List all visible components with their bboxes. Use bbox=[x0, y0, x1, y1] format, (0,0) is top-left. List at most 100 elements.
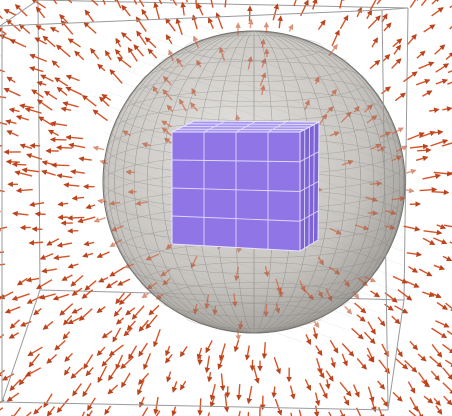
vector-arrow-icon bbox=[223, 393, 230, 413]
vector-arrow-icon bbox=[442, 255, 452, 262]
vector-arrow-icon bbox=[379, 131, 392, 138]
vector-arrow-icon bbox=[185, 0, 188, 3]
vector-arrow-icon bbox=[28, 239, 44, 246]
vector-arrow-icon bbox=[175, 17, 183, 35]
vector-arrow-icon bbox=[433, 237, 448, 245]
vector-arrow-icon bbox=[107, 384, 119, 395]
vector-arrow-icon bbox=[404, 360, 418, 373]
vector-arrow-icon bbox=[340, 111, 352, 123]
vector-arrow-icon bbox=[56, 398, 70, 414]
vector-arrow-icon bbox=[409, 143, 429, 150]
vector-arrow-icon bbox=[33, 308, 42, 316]
vector-arrow-icon bbox=[329, 339, 339, 354]
vector-arrow-icon bbox=[219, 373, 226, 392]
vector-arrow-icon bbox=[29, 66, 44, 73]
vector-arrow-icon bbox=[165, 353, 173, 364]
vector-arrow-icon bbox=[121, 372, 131, 388]
vector-arrow-icon bbox=[444, 359, 452, 368]
vector-arrow-icon bbox=[138, 319, 149, 332]
vector-arrow-icon bbox=[435, 78, 449, 85]
vector-arrow-icon bbox=[405, 280, 420, 288]
vector-arrow-icon bbox=[27, 346, 43, 357]
vector-arrow-icon bbox=[355, 407, 362, 416]
vector-arrow-icon bbox=[4, 306, 21, 314]
vector-arrow-icon bbox=[67, 0, 73, 4]
vector-arrow-icon bbox=[141, 8, 150, 21]
vector-arrow-icon bbox=[11, 161, 27, 168]
vector-arrow-icon bbox=[367, 321, 376, 335]
vector-arrow-icon bbox=[14, 170, 33, 177]
vector-arrow-icon bbox=[263, 266, 270, 278]
vector-arrow-icon bbox=[196, 347, 203, 360]
grid-cube bbox=[171, 120, 320, 252]
vector-arrow-icon bbox=[165, 345, 171, 357]
vector-arrow-icon bbox=[9, 378, 21, 392]
vector-arrow-icon bbox=[68, 142, 86, 149]
vector-arrow-icon bbox=[371, 37, 379, 48]
vector-arrow-icon bbox=[122, 130, 132, 137]
vector-arrow-icon bbox=[431, 327, 448, 339]
vector-arrow-icon bbox=[56, 86, 68, 96]
vector-arrow-icon bbox=[147, 48, 158, 59]
vector-arrow-icon bbox=[312, 327, 319, 340]
vector-arrow-icon bbox=[406, 168, 417, 175]
vector-arrow-icon bbox=[423, 229, 443, 236]
vector-arrow-icon bbox=[384, 292, 398, 303]
vector-arrow-icon bbox=[50, 162, 70, 168]
vector-arrow-icon bbox=[166, 104, 174, 112]
vector-arrow-icon bbox=[325, 379, 331, 390]
vector-arrow-icon bbox=[43, 393, 53, 408]
vector-arrow-icon bbox=[431, 343, 443, 358]
vector-arrow-icon bbox=[62, 331, 71, 340]
vector-arrow-icon bbox=[161, 120, 172, 128]
vector-arrow-icon bbox=[171, 406, 177, 416]
vector-arrow-icon bbox=[65, 86, 83, 96]
vector-arrow-icon bbox=[328, 43, 338, 57]
vector-arrow-icon bbox=[319, 382, 328, 399]
vector-arrow-icon bbox=[121, 4, 131, 17]
vector-arrow-icon bbox=[127, 47, 138, 62]
vector-arrow-icon bbox=[314, 76, 320, 85]
vector-arrow-icon bbox=[114, 0, 122, 9]
vector-arrow-icon bbox=[38, 116, 54, 127]
vector-arrow-icon bbox=[435, 405, 443, 415]
vector-arrow-icon bbox=[315, 345, 323, 357]
vector-arrow-icon bbox=[10, 407, 22, 416]
bounding-box-front bbox=[0, 0, 409, 411]
vector-arrow-icon bbox=[155, 410, 161, 416]
vector-arrow-icon bbox=[11, 293, 30, 301]
vector-arrow-icon bbox=[317, 367, 325, 379]
vector-arrow-icon bbox=[28, 353, 40, 368]
vector-arrow-icon bbox=[97, 198, 107, 205]
vector-arrow-icon bbox=[105, 280, 118, 289]
vector-arrow-icon bbox=[55, 44, 71, 58]
vector-arrow-icon bbox=[6, 130, 19, 137]
vector-arrow-icon bbox=[436, 301, 448, 310]
vector-arrow-icon bbox=[443, 395, 452, 406]
vector-arrow-icon bbox=[93, 217, 106, 223]
vector-arrow-icon bbox=[138, 0, 145, 8]
vector-arrow-icon bbox=[92, 145, 105, 152]
vector-arrow-icon bbox=[417, 353, 427, 362]
vector-arrow-icon bbox=[67, 215, 85, 221]
vector-arrow-icon bbox=[377, 380, 386, 390]
vector-arrow-icon bbox=[180, 1, 186, 16]
vector-arrow-icon bbox=[71, 195, 85, 201]
vector-arrow-icon bbox=[218, 343, 226, 361]
vector-arrow-icon bbox=[312, 0, 318, 10]
vector-arrow-icon bbox=[433, 170, 452, 177]
vector-arrow-icon bbox=[232, 293, 238, 308]
vector-arrow-icon bbox=[343, 279, 350, 288]
vector-arrow-icon bbox=[115, 37, 122, 48]
vector-arrow-icon bbox=[29, 53, 47, 63]
vector-arrow-icon bbox=[163, 75, 172, 86]
vector-arrow-icon bbox=[408, 265, 419, 273]
vector-arrow-icon bbox=[339, 381, 352, 397]
vector-arrow-icon bbox=[15, 114, 30, 121]
vector-arrow-icon bbox=[31, 0, 47, 9]
vector-arrow-icon bbox=[314, 392, 321, 407]
vector-arrow-icon bbox=[238, 320, 244, 330]
vector-arrow-icon bbox=[446, 330, 452, 336]
vector-arrow-icon bbox=[35, 25, 46, 31]
